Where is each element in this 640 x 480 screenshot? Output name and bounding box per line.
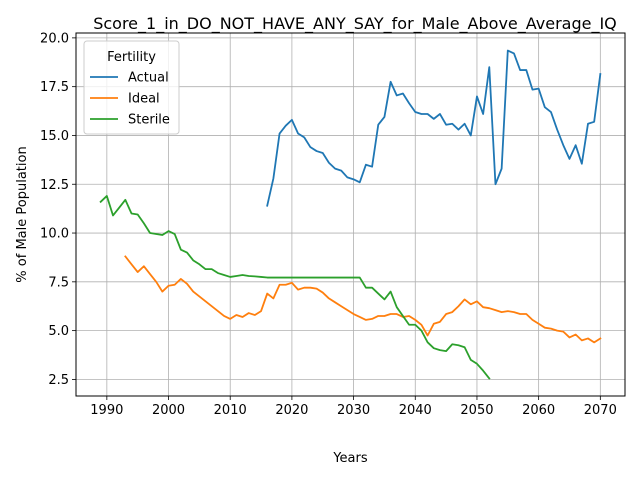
y-tick-label: 2.5 bbox=[48, 373, 69, 388]
legend-label-sterile: Sterile bbox=[128, 113, 170, 128]
y-tick-label: 10.0 bbox=[40, 227, 69, 242]
y-tick-label: 20.0 bbox=[40, 31, 69, 46]
x-tick-label: 2060 bbox=[522, 403, 555, 418]
grid bbox=[76, 33, 625, 396]
series-line-ideal bbox=[124, 255, 602, 344]
y-tick-label: 5.0 bbox=[48, 324, 69, 339]
y-tick-label: 12.5 bbox=[40, 178, 69, 193]
legend-box bbox=[83, 40, 180, 135]
legend-label-ideal: Ideal bbox=[128, 92, 160, 107]
x-tick-label: 2020 bbox=[275, 403, 308, 418]
x-axis: 1990 2000 2010 2020 2030 2040 2050 2060 2070 bbox=[90, 396, 617, 418]
y-tick-label: 7.5 bbox=[48, 275, 69, 290]
y-tick-label: 15.0 bbox=[40, 129, 69, 144]
series-line-sterile bbox=[99, 195, 491, 380]
series-layer bbox=[99, 49, 602, 380]
x-axis-title: Years bbox=[332, 451, 368, 466]
legend: Fertility Actual Ideal Sterile bbox=[83, 40, 180, 135]
plot-frame bbox=[75, 32, 626, 397]
x-tick-label: 2030 bbox=[337, 403, 370, 418]
legend-label-actual: Actual bbox=[128, 71, 169, 86]
x-tick-label: 1990 bbox=[90, 403, 123, 418]
series-line-actual bbox=[266, 49, 602, 207]
chart-title: Score_1_in_DO_NOT_HAVE_ANY_SAY_for_Male_… bbox=[93, 14, 617, 34]
x-tick-label: 2040 bbox=[399, 403, 432, 418]
y-axis: 2.5 5.0 7.5 10.0 12.5 15.0 17.5 20.0 bbox=[40, 31, 76, 388]
legend-title: Fertility bbox=[107, 50, 156, 65]
y-axis-title: % of Male Population bbox=[15, 146, 30, 282]
x-tick-label: 2050 bbox=[460, 403, 493, 418]
x-tick-label: 2000 bbox=[152, 403, 185, 418]
y-tick-label: 17.5 bbox=[40, 80, 69, 95]
x-tick-label: 2070 bbox=[584, 403, 617, 418]
x-tick-label: 2010 bbox=[214, 403, 247, 418]
